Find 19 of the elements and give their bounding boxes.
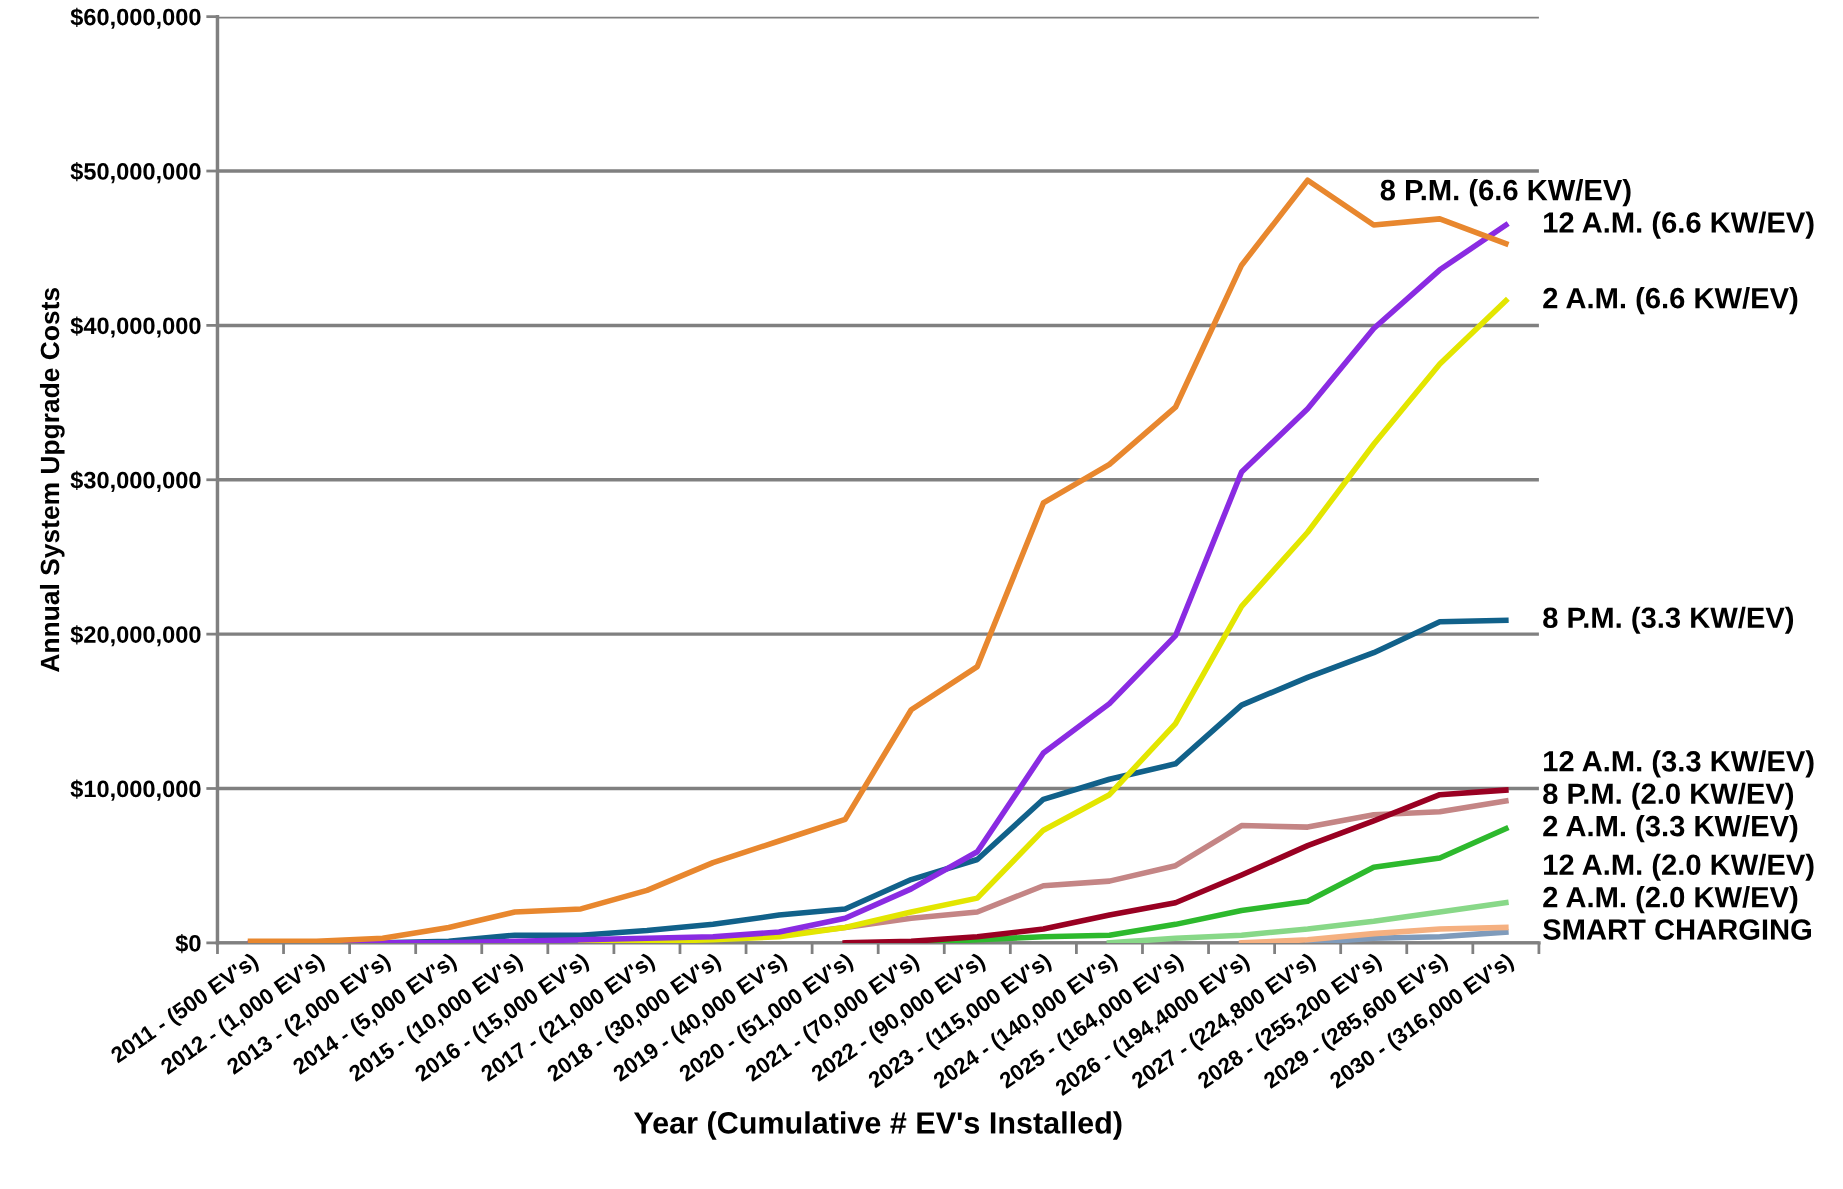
series-label: 2 A.M. (3.3 KW/EV) xyxy=(1543,815,1798,843)
series-label: 8 P.M. (6.6 KW/EV) xyxy=(1380,179,1631,207)
series-label: 12 A.M. (2.0 KW/EV) xyxy=(1544,853,1814,881)
y-tick-label: $60,000,000 xyxy=(70,7,201,29)
series-label: 8 P.M. (3.3 KW/EV) xyxy=(1543,606,1794,634)
series-label: 8 P.M. (2.0 KW/EV) xyxy=(1543,782,1794,810)
series-label: SMART CHARGING xyxy=(1543,919,1811,940)
y-axis-title: Annual System Upgrade Costs xyxy=(39,288,65,672)
y-tick-label: $0 xyxy=(175,933,201,954)
y-tick-label: $10,000,000 xyxy=(70,779,201,801)
y-tick-label: $30,000,000 xyxy=(70,470,201,492)
series-label: 2 A.M. (6.6 KW/EV) xyxy=(1543,287,1798,315)
y-tick-label: $20,000,000 xyxy=(70,625,201,647)
y-tick-label: $50,000,000 xyxy=(70,162,201,184)
series-label: 12 A.M. (6.6 KW/EV) xyxy=(1544,211,1814,239)
series-label: 12 A.M. (3.3 KW/EV) xyxy=(1544,750,1814,778)
y-tick-label: $40,000,000 xyxy=(70,316,201,338)
series-label: 2 A.M. (2.0 KW/EV) xyxy=(1543,886,1798,914)
x-axis-title: Year (Cumulative # EV's Installed) xyxy=(633,1111,1122,1140)
